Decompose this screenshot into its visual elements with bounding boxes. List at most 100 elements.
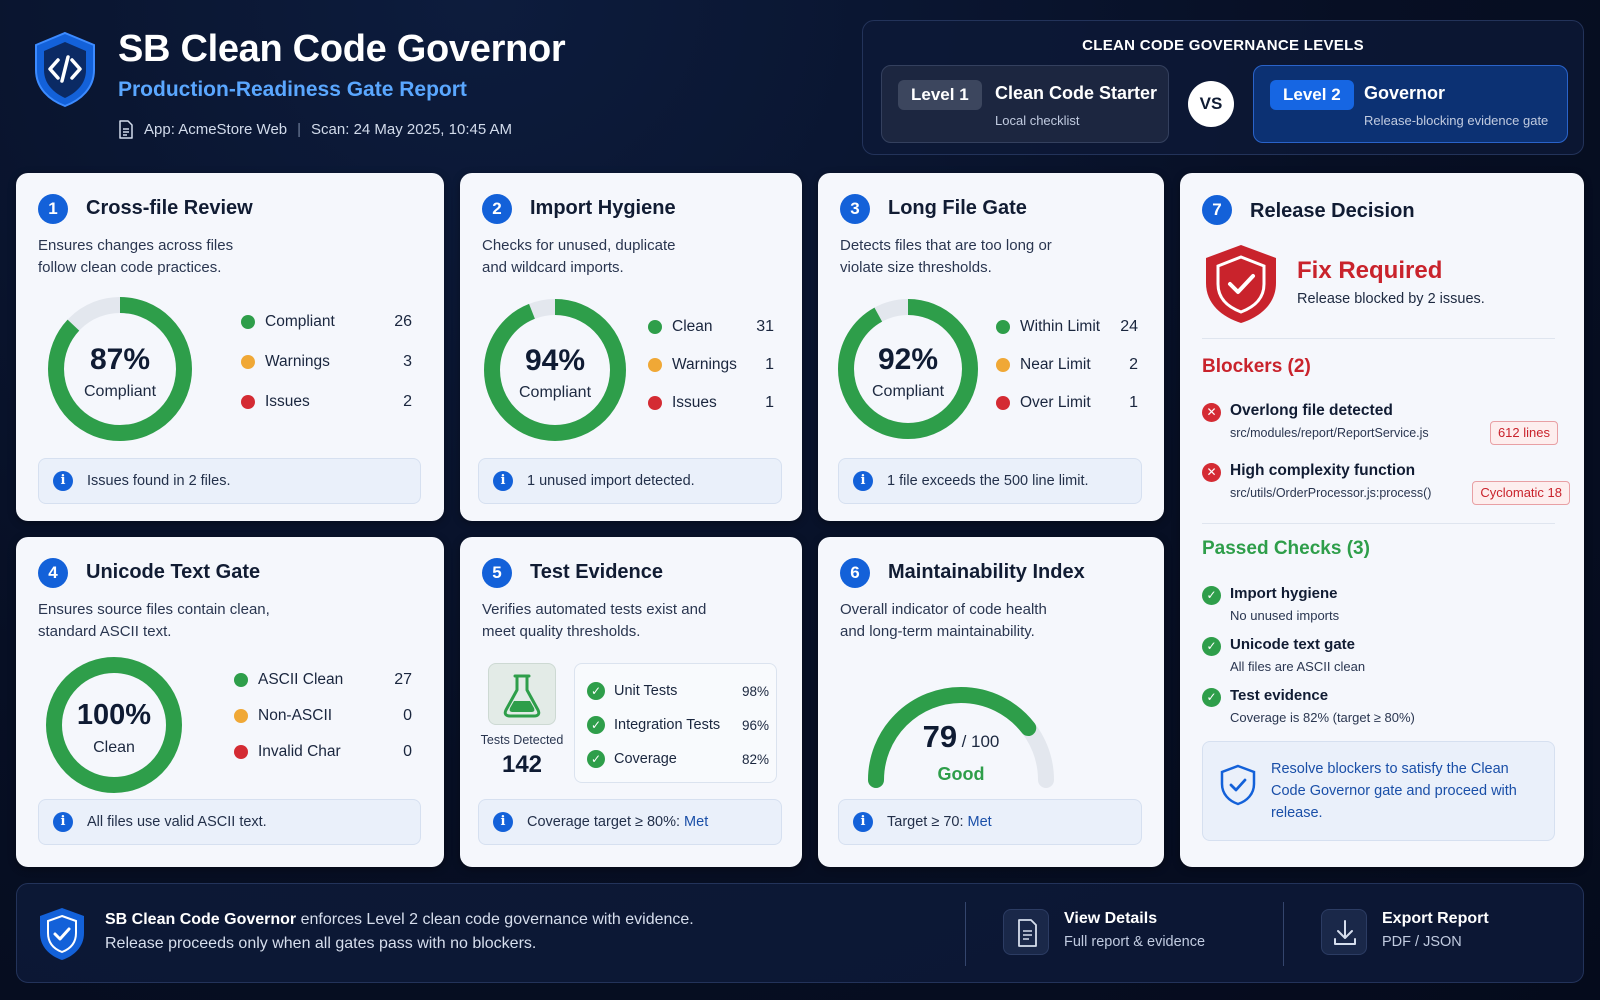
donut-percent: 92%: [877, 343, 939, 376]
divider: [1202, 338, 1555, 339]
export-report-sub: PDF / JSON: [1382, 934, 1462, 950]
test-value: 98%: [741, 683, 769, 699]
donut-ring: [484, 299, 626, 441]
card-title: Test Evidence: [530, 561, 664, 583]
legend-ascii-clean: ASCII Clean: [234, 671, 343, 689]
flask-icon-box: [488, 663, 556, 725]
legend-value: 0: [403, 707, 412, 724]
legend-issues: Issues: [648, 394, 717, 412]
export-report-button[interactable]: Export Report PDF / JSON: [1321, 906, 1541, 962]
donut-ring: [48, 297, 192, 441]
card-number: 3: [840, 194, 870, 224]
info-text: All files use valid ASCII text.: [87, 814, 267, 830]
level-1-card[interactable]: Level 1 Clean Code Starter Local checkli…: [881, 65, 1169, 143]
legend-label: Issues: [265, 393, 310, 410]
level-1-pill: Level 1: [898, 80, 982, 110]
level-1-desc: Local checklist: [995, 113, 1080, 128]
release-decision-card: 7 Release Decision Fix Required Release …: [1180, 173, 1584, 867]
info-text: 1 file exceeds the 500 line limit.: [887, 473, 1089, 489]
gauge-max: / 100: [961, 732, 1000, 751]
blocker-tag: 612 lines: [1489, 421, 1558, 445]
divider: [1202, 523, 1555, 524]
card-number: 2: [482, 194, 512, 224]
blocker-title: Overlong file detected: [1230, 402, 1393, 419]
long-file-gate-card: 3 Long File Gate Detects files that are …: [818, 173, 1164, 521]
document-icon: [119, 120, 133, 139]
legend-value: 27: [394, 671, 412, 688]
info-status: Met: [684, 814, 709, 830]
legend-label: Non-ASCII: [258, 707, 333, 724]
card-description: Checks for unused, duplicate and wildcar…: [482, 237, 676, 276]
test-label: Unit Tests: [614, 683, 678, 699]
code-shield-icon: [35, 31, 95, 108]
passed-title: Passed Checks (3): [1202, 538, 1370, 559]
info-text: Target ≥ 70:: [887, 814, 964, 830]
card-title: Long File Gate: [888, 197, 1027, 219]
legend-label: Over Limit: [1020, 394, 1091, 411]
green-dot-icon: [241, 315, 255, 329]
release-sub: Release blocked by 2 issues.: [1297, 291, 1485, 307]
compliance-donut: 92% Compliant: [836, 297, 980, 441]
blocker-tag: Cyclomatic 18: [1472, 481, 1570, 505]
check-circle-icon: ✓: [1202, 586, 1221, 605]
level-2-card[interactable]: Level 2 Governor Release-blocking eviden…: [1253, 65, 1568, 143]
release-note-text: Resolve blockers to satisfy the Clean Co…: [1271, 761, 1517, 821]
legend-over-limit: Over Limit: [996, 394, 1091, 412]
passed-item-title: Import hygiene: [1230, 585, 1338, 602]
info-status: Met: [967, 814, 992, 830]
legend-clean: Clean: [648, 318, 713, 336]
legend-value: 3: [403, 353, 412, 370]
passed-item-title: Unicode text gate: [1230, 636, 1356, 653]
donut-percent: 87%: [89, 343, 151, 376]
footer-line2: Release proceeds only when all gates pas…: [105, 935, 537, 952]
legend-value: 1: [1129, 394, 1138, 411]
level-2-pill: Level 2: [1270, 80, 1354, 110]
passed-item-desc: No unused imports: [1230, 608, 1340, 623]
blocker-title: High complexity function: [1230, 462, 1416, 479]
unicode-text-gate-card: 4 Unicode Text Gate Ensures source files…: [16, 537, 444, 867]
info-box: i Issues found in 2 files.: [38, 458, 421, 504]
card-title: Import Hygiene: [530, 197, 676, 219]
donut-ring: [46, 657, 182, 793]
card-number: 1: [38, 194, 68, 224]
card-title: Release Decision: [1250, 200, 1415, 222]
donut-percent: 100%: [76, 699, 152, 731]
tests-list: ✓ Unit Tests 98% ✓ Integration Tests 96% ✓ Co…: [574, 663, 777, 783]
info-icon: i: [493, 812, 513, 832]
red-dot-icon: [648, 396, 662, 410]
info-box: i All files use valid ASCII text.: [38, 799, 421, 845]
levels-title: CLEAN CODE GOVERNANCE LEVELS: [1082, 37, 1364, 54]
donut-label: Clean: [93, 739, 135, 756]
vs-badge: VS: [1188, 81, 1234, 127]
footer-brand: SB Clean Code Governor: [105, 911, 297, 928]
orange-dot-icon: [996, 358, 1010, 372]
level-1-name: Clean Code Starter: [995, 83, 1158, 103]
flask-icon: [503, 674, 541, 718]
scan-meta: App: AcmeStore Web | Scan: 24 May 2025, …: [118, 120, 512, 139]
shield-check-icon: [1206, 245, 1276, 323]
legend-value: 1: [765, 394, 774, 411]
check-icon: ✓: [587, 682, 605, 700]
compliance-donut: 87% Compliant: [46, 295, 194, 443]
legend-label: Near Limit: [1020, 356, 1091, 373]
card-number: 5: [482, 558, 512, 588]
x-circle-icon: ✕: [1202, 463, 1221, 482]
donut-ring: [838, 299, 978, 439]
export-report-title: Export Report: [1382, 910, 1489, 927]
compliance-donut: 94% Compliant: [482, 297, 628, 443]
footer: SB Clean Code Governor enforces Level 2 …: [16, 883, 1584, 983]
legend-value: 0: [403, 743, 412, 760]
test-row-unit: ✓ Unit Tests 98%: [587, 682, 769, 700]
meta-separator: |: [297, 121, 302, 138]
card-number: 7: [1202, 195, 1232, 225]
legend-label: Warnings: [672, 356, 737, 373]
test-row-integration: ✓ Integration Tests 96%: [587, 716, 769, 734]
download-icon: [1321, 909, 1367, 955]
legend-label: Invalid Char: [258, 743, 341, 760]
import-hygiene-card: 2 Import Hygiene Checks for unused, dupl…: [460, 173, 802, 521]
card-title: Cross-file Review: [86, 197, 253, 219]
donut-label: Compliant: [518, 384, 592, 401]
green-dot-icon: [648, 320, 662, 334]
view-details-button[interactable]: View Details Full report & evidence: [1003, 906, 1243, 962]
legend-label: ASCII Clean: [258, 671, 344, 688]
